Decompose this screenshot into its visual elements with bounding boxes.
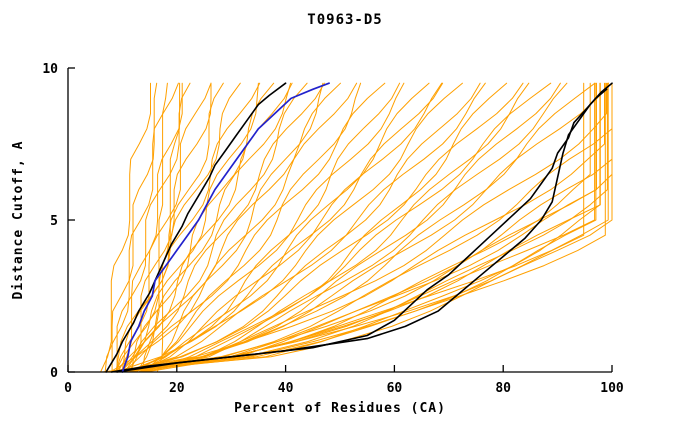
model-curve-orange [119,82,259,373]
x-tick-label: 80 [495,381,511,396]
model-curve-orange [142,82,552,373]
highlight-curves-group [105,82,613,373]
model-curve-orange [126,82,481,373]
x-tick-label: 100 [600,381,624,396]
y-tick-label: 0 [50,366,58,381]
model-curve-orange [136,82,292,373]
chart-title: T0963-D5 [307,12,382,28]
model-curve-orange [119,82,308,373]
model-curve-orange [145,82,613,373]
axes-group: 0 20 40 60 80 100 0 5 10 [42,62,624,396]
model-curve-orange [123,82,386,373]
model-curve-orange [145,82,568,373]
model-curve-orange [111,82,605,373]
model-curve-orange [104,82,179,373]
model-curve-orange [117,82,183,373]
x-tick-label: 0 [64,381,72,396]
model-curve-black-model-right-b [116,82,613,373]
model-curve-orange [118,82,601,373]
model-curve-orange [115,82,241,373]
x-tick-label: 20 [169,381,185,396]
model-curve-orange [108,82,591,373]
model-curve-orange [113,82,608,373]
model-curve-orange [156,82,181,373]
model-curve-orange [111,82,158,373]
model-curve-orange [118,82,597,373]
model-curve-orange [109,82,358,373]
model-curve-orange [137,82,508,373]
model-curve-orange [103,82,585,373]
model-curve-orange [131,82,275,373]
model-curve-orange [107,82,606,373]
x-axis-label: Percent of Residues (CA) [234,401,446,416]
model-curve-orange [128,82,607,373]
model-curve-blue-model [121,82,330,373]
model-curve-black-model-left [105,82,287,373]
model-curve-orange [102,82,596,373]
model-curve-orange [138,82,443,373]
model-curve-orange [132,82,405,373]
model-curve-orange [132,82,362,373]
y-axis-label: Distance Cutoff, A [11,141,26,300]
x-tick-label: 60 [387,381,403,396]
model-curve-orange [125,82,613,373]
model-curve-orange [121,82,524,373]
model-curve-orange [128,82,486,373]
y-tick-label: 10 [42,62,58,77]
model-curve-orange [100,82,151,373]
orange-curves-group [100,82,613,373]
model-curve-orange [124,82,341,373]
model-curve-orange [126,82,401,373]
model-curve-orange [117,82,610,373]
model-curve-orange [127,82,463,373]
model-curve-orange [139,82,530,373]
model-curve-orange [114,82,261,373]
model-curve-orange [120,82,325,373]
model-curve-orange [139,82,430,373]
x-tick-label: 40 [278,381,294,396]
y-tick-label: 5 [50,214,58,229]
